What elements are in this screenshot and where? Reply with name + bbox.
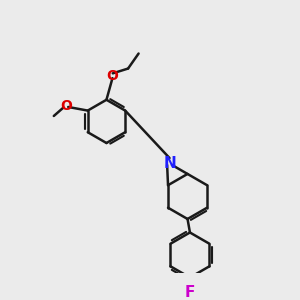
- Text: F: F: [185, 285, 195, 300]
- Text: O: O: [60, 99, 72, 113]
- Text: O: O: [106, 69, 119, 83]
- Text: N: N: [163, 156, 176, 171]
